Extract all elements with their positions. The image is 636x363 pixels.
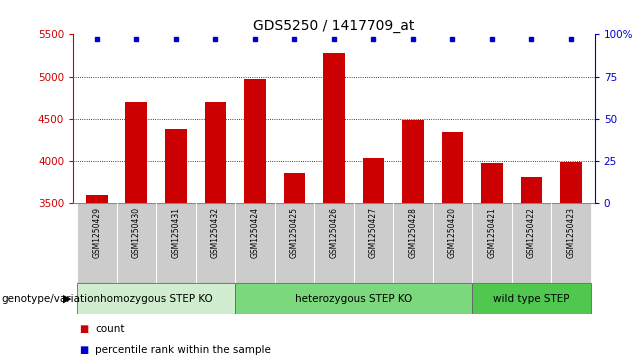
Text: GSM1250427: GSM1250427	[369, 207, 378, 258]
Bar	[275, 203, 314, 283]
Bar	[472, 203, 512, 283]
Bar	[116, 203, 156, 283]
Bar	[235, 203, 275, 283]
Bar	[432, 203, 472, 283]
Bar	[441, 131, 463, 203]
Bar	[77, 203, 116, 283]
Bar	[196, 203, 235, 283]
Bar	[156, 203, 196, 283]
Text: homozygous STEP KO: homozygous STEP KO	[100, 294, 212, 303]
Bar	[402, 120, 424, 203]
Bar	[393, 203, 432, 283]
Text: GSM1250421: GSM1250421	[487, 207, 497, 258]
Title: GDS5250 / 1417709_at: GDS5250 / 1417709_at	[253, 20, 415, 33]
Text: GSM1250429: GSM1250429	[92, 207, 101, 258]
Bar	[521, 177, 543, 203]
Text: genotype/variation: genotype/variation	[1, 294, 100, 303]
Bar	[481, 163, 503, 203]
Text: heterozygous STEP KO: heterozygous STEP KO	[295, 294, 412, 303]
Text: GSM1250430: GSM1250430	[132, 207, 141, 258]
Text: GSM1250425: GSM1250425	[290, 207, 299, 258]
Text: GSM1250422: GSM1250422	[527, 207, 536, 258]
Text: count: count	[95, 323, 125, 334]
Bar	[560, 162, 582, 203]
Bar	[77, 283, 235, 314]
Bar	[165, 129, 187, 203]
Bar	[235, 283, 472, 314]
Text: percentile rank within the sample: percentile rank within the sample	[95, 345, 272, 355]
Text: GSM1250426: GSM1250426	[329, 207, 338, 258]
Text: ■: ■	[80, 323, 89, 334]
Text: GSM1250423: GSM1250423	[567, 207, 576, 258]
Bar	[363, 158, 384, 203]
Bar	[244, 79, 266, 203]
Text: wild type STEP: wild type STEP	[493, 294, 570, 303]
Text: GSM1250432: GSM1250432	[211, 207, 220, 258]
Bar	[512, 203, 551, 283]
Bar	[354, 203, 393, 283]
Text: ■: ■	[80, 345, 89, 355]
Bar	[205, 102, 226, 203]
Bar	[551, 203, 591, 283]
Text: GSM1250424: GSM1250424	[251, 207, 259, 258]
Bar	[314, 203, 354, 283]
Bar	[125, 102, 147, 203]
Text: GSM1250428: GSM1250428	[408, 207, 417, 258]
Bar	[86, 195, 107, 203]
Text: GSM1250431: GSM1250431	[171, 207, 181, 258]
Bar	[323, 53, 345, 203]
Text: ▶: ▶	[62, 294, 71, 303]
Bar	[284, 173, 305, 203]
Bar	[472, 283, 591, 314]
Text: GSM1250420: GSM1250420	[448, 207, 457, 258]
